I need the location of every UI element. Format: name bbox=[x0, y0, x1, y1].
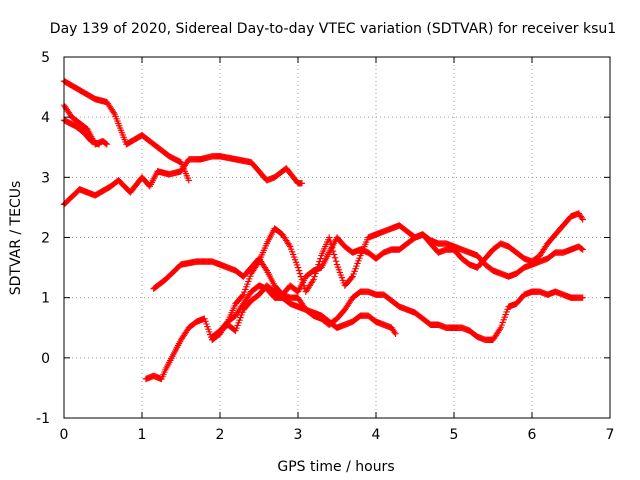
x-tick-label: 0 bbox=[60, 427, 69, 443]
data-point bbox=[316, 258, 323, 265]
data-point bbox=[317, 255, 324, 262]
data-point bbox=[310, 276, 317, 283]
data-point bbox=[254, 259, 262, 267]
data-point bbox=[579, 294, 586, 301]
x-tick-label: 3 bbox=[294, 427, 303, 443]
data-point bbox=[348, 274, 355, 281]
data-point bbox=[314, 264, 321, 271]
x-tick-label: 7 bbox=[606, 427, 615, 443]
data-point bbox=[298, 276, 306, 283]
data-point bbox=[331, 254, 339, 262]
data-point bbox=[294, 264, 302, 271]
data-point bbox=[298, 180, 306, 187]
data-point bbox=[110, 109, 117, 116]
y-tick-label: 2 bbox=[41, 231, 50, 247]
data-point bbox=[313, 267, 320, 274]
data-point bbox=[330, 251, 338, 258]
data-point bbox=[239, 292, 246, 299]
data-point bbox=[578, 214, 585, 222]
data-point bbox=[579, 246, 586, 253]
y-tick-label: 3 bbox=[41, 170, 50, 186]
series-7 bbox=[209, 282, 399, 340]
y-tick-label: 0 bbox=[41, 351, 50, 367]
data-point bbox=[578, 245, 585, 252]
data-point bbox=[496, 326, 504, 333]
x-tick-label: 2 bbox=[216, 427, 225, 443]
data-point bbox=[329, 247, 337, 255]
data-point bbox=[102, 140, 110, 147]
data-point bbox=[391, 329, 398, 336]
data-point bbox=[579, 216, 586, 223]
data-point bbox=[312, 270, 319, 277]
data-point bbox=[327, 241, 335, 248]
data-point bbox=[295, 267, 303, 274]
series-1 bbox=[60, 77, 192, 184]
y-tick-label: 4 bbox=[41, 110, 50, 126]
data-point bbox=[332, 257, 340, 265]
x-tick-label: 1 bbox=[138, 427, 147, 443]
data-point bbox=[296, 270, 304, 277]
data-points bbox=[60, 77, 586, 383]
series-4 bbox=[60, 153, 306, 208]
data-point bbox=[309, 277, 316, 285]
data-point bbox=[311, 273, 318, 280]
x-tick-label: 5 bbox=[450, 427, 459, 443]
y-tick-label: 1 bbox=[41, 291, 50, 307]
data-point bbox=[328, 244, 336, 251]
data-point bbox=[223, 320, 231, 327]
y-tick-label: -1 bbox=[36, 411, 50, 427]
x-tick-label: 4 bbox=[372, 427, 381, 443]
data-point bbox=[103, 141, 111, 148]
data-point bbox=[392, 330, 399, 337]
series-3 bbox=[60, 116, 103, 148]
x-tick-label: 6 bbox=[528, 427, 537, 443]
data-point bbox=[326, 237, 334, 245]
axis-ticks: 0 1 2 3 4 5 6 7 -1 0 1 2 3 4 5 bbox=[36, 50, 614, 443]
data-point bbox=[185, 177, 192, 184]
chart-title: Day 139 of 2020, Sidereal Day-to-day VTE… bbox=[50, 21, 616, 37]
data-point bbox=[297, 273, 305, 280]
data-point bbox=[95, 141, 103, 148]
x-axis-label: GPS time / hours bbox=[277, 459, 394, 475]
data-point bbox=[300, 282, 308, 289]
data-point bbox=[262, 265, 270, 273]
data-point bbox=[315, 261, 322, 268]
y-axis-label: SDTVAR / TECUs bbox=[8, 181, 24, 296]
series-8 bbox=[209, 210, 586, 343]
data-point bbox=[286, 241, 293, 249]
data-point bbox=[299, 279, 307, 286]
data-point bbox=[326, 234, 333, 241]
y-tick-label: 5 bbox=[41, 50, 50, 66]
